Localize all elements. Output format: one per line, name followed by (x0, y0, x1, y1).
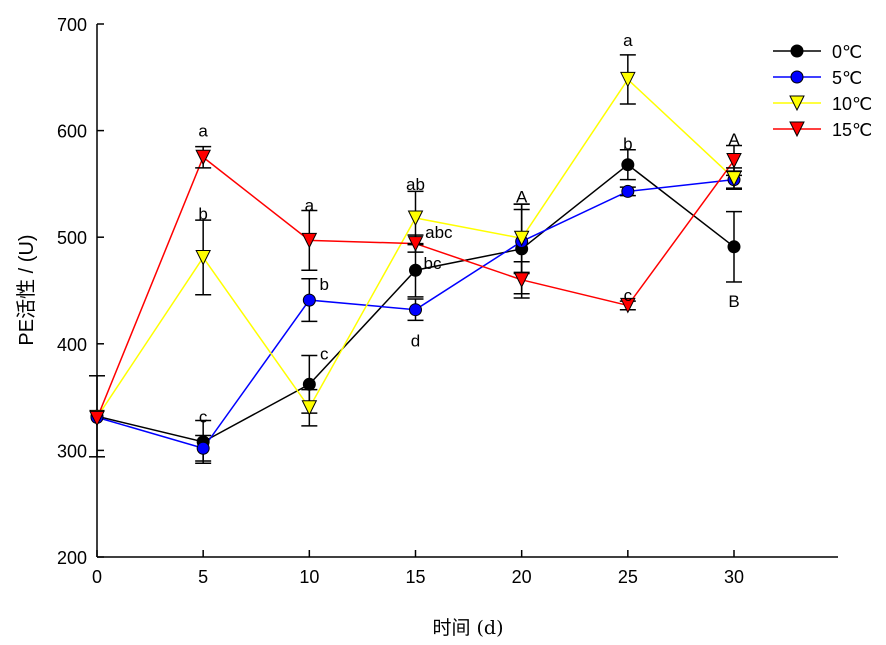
y-tick-label: 200 (57, 548, 87, 568)
y-tick-label: 300 (57, 441, 87, 461)
y-tick-label: 600 (57, 122, 87, 142)
data-point-0 (302, 377, 316, 391)
data-point-2 (195, 249, 211, 266)
axes: 200 300 400 500 600 700 0 5 10 15 20 25 30 (57, 15, 838, 587)
data-point-3 (195, 149, 211, 166)
data-point-0 (727, 240, 741, 254)
legend-label: 0℃ (832, 42, 862, 62)
x-tick-label: 25 (618, 567, 638, 587)
data-point-3 (407, 236, 424, 252)
x-tick-label: 15 (405, 567, 425, 587)
data-point-3 (301, 232, 318, 249)
data-point-1 (196, 441, 210, 455)
data-point-2 (513, 230, 530, 247)
legend-label: 15℃ (832, 120, 872, 140)
annotation-label: a (305, 196, 315, 215)
annotation-label: c (320, 344, 329, 363)
data-point-0 (621, 158, 635, 172)
x-tick-label: 10 (299, 567, 319, 587)
annotation-label: a (623, 31, 633, 50)
annotation-label: A (728, 130, 740, 149)
annotation-label: b (198, 205, 207, 224)
legend: 0℃ 5℃ 10℃ 15℃ (773, 42, 872, 140)
data-point-2 (407, 210, 424, 227)
data-point-3 (620, 297, 636, 314)
y-tick-label: 500 (57, 228, 87, 248)
annotation-label: b (623, 134, 632, 153)
data-point-1 (302, 293, 316, 307)
data-point-1 (621, 184, 635, 198)
annotation-label: b (319, 275, 328, 294)
data-point-2 (726, 171, 742, 187)
legend-marker (790, 70, 804, 84)
y-tick-label: 700 (57, 15, 87, 35)
y-tick-label: 400 (57, 335, 87, 355)
data-point-3 (513, 272, 530, 288)
legend-label: 5℃ (832, 68, 862, 88)
x-tick-label: 20 (512, 567, 532, 587)
x-tick-label: 0 (92, 567, 102, 587)
data-point-3 (726, 152, 742, 169)
data-point-1 (409, 303, 422, 317)
x-tick-label: 5 (198, 567, 208, 587)
data-point-2 (301, 400, 318, 416)
annotation-label: abc (425, 223, 453, 242)
annotation-label: ab (406, 175, 425, 194)
annotation-label: c (624, 286, 633, 305)
data-point-2 (620, 71, 636, 88)
legend-marker (790, 44, 804, 58)
annotation-label: A (516, 188, 528, 207)
error-bars (89, 54, 742, 464)
series-markers (89, 71, 742, 455)
annotation-label: B (728, 292, 739, 311)
x-tick-label: 30 (724, 567, 744, 587)
y-axis-title: PE活性 / (U) (15, 234, 38, 345)
x-axis-title: 时间 (d) (432, 617, 503, 639)
annotation-label: d (411, 332, 420, 351)
legend-marker (789, 121, 805, 138)
annotation-label: bc (424, 254, 442, 273)
legend-marker (789, 95, 805, 112)
annotation-label: a (198, 122, 208, 141)
legend-label: 10℃ (832, 94, 872, 114)
annotation-label: c (199, 407, 208, 426)
data-point-0 (409, 263, 422, 277)
data-point-3 (89, 410, 105, 427)
